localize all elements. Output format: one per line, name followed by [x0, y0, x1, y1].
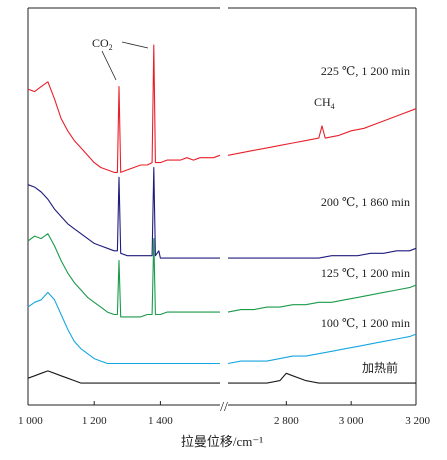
tick-layer: 1 000 1 200 1 400 2 800 3 000 3 200: [18, 401, 431, 427]
series-line-1-segment-left: [27, 166, 220, 259]
series-line-2-segment-right: [227, 284, 417, 313]
series-line-0-segment-right: [227, 108, 417, 156]
series-label-225: 225 ℃, 1 200 min: [321, 64, 410, 78]
series-layer: [27, 44, 417, 384]
annotation-co2: CO2: [92, 36, 113, 52]
series-label-before-heating: 加热前: [362, 360, 398, 375]
series-label-100: 100 ℃, 1 200 min: [321, 316, 410, 330]
axis-break-mark: //: [220, 400, 228, 415]
x-tick-label-2800: 2 800: [274, 415, 299, 427]
series-label-125: 125 ℃, 1 200 min: [321, 266, 410, 280]
annotation-co2-subscript: 2: [109, 43, 113, 52]
series-line-3-segment-left: [27, 291, 220, 365]
series-line-1-segment-right: [228, 247, 417, 259]
x-tick-label-1400: 1 400: [148, 415, 173, 427]
annotation-co2-leader-left: [101, 50, 117, 81]
series-label-200: 200 ℃, 1 860 min: [321, 195, 410, 209]
x-axis-title: 拉曼位移/cm⁻¹: [181, 434, 263, 449]
series-line-2-segment-left: [27, 233, 220, 318]
x-tick-label-1000: 1 000: [18, 415, 43, 427]
x-tick-label-3000: 3 000: [339, 415, 364, 427]
annotation-co2-leader-right: [121, 41, 149, 49]
x-tick-label-1200: 1 200: [82, 415, 107, 427]
annotation-ch4-text: CH: [314, 95, 331, 109]
x-tick-label-3200: 3 200: [405, 415, 430, 427]
series-line-0-segment-left: [27, 44, 221, 173]
series-line-4-segment-left: [27, 370, 220, 384]
annotation-ch4: CH4: [314, 95, 335, 111]
series-line-4-segment-right: [228, 372, 416, 384]
annotation-co2-text: CO: [92, 36, 109, 50]
series-line-3-segment-right: [227, 333, 417, 365]
annotation-ch4-subscript: 4: [331, 102, 335, 111]
